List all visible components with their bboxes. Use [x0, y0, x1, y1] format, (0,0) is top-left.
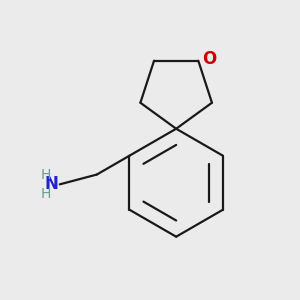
- Text: H: H: [40, 168, 51, 182]
- Text: O: O: [202, 50, 217, 68]
- Text: H: H: [40, 187, 51, 200]
- Text: N: N: [44, 175, 58, 193]
